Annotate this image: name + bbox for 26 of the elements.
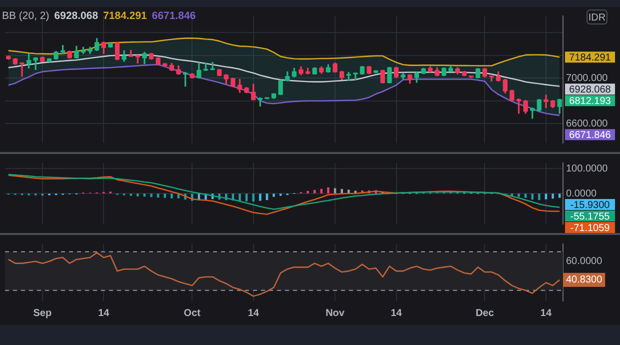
- x-tick-label: 14: [248, 308, 260, 319]
- text: -15.9300: [570, 200, 610, 211]
- y-tick-label: 6600.000: [566, 118, 608, 130]
- x-tick-label: Nov: [326, 308, 345, 319]
- y-tick-label: 40.8300: [566, 274, 603, 286]
- text: 7184.291: [569, 52, 612, 64]
- y-tick-label: 60.0000: [566, 256, 603, 268]
- annotation: 6928.068: [54, 10, 98, 22]
- text: 6812.193: [569, 96, 612, 107]
- y-tick-label: 0.0000: [566, 188, 598, 200]
- text: 6671.846: [569, 130, 612, 141]
- annotation: 6671.846: [152, 10, 196, 22]
- y-tick-label: 100.0000: [566, 163, 608, 174]
- y-axis-title: IDR: [588, 12, 606, 24]
- x-tick-label: 14: [540, 308, 552, 319]
- text: 6928.068: [569, 84, 612, 96]
- x-tick-label: Oct: [184, 308, 202, 319]
- x-tick-label: Sep: [33, 308, 52, 319]
- x-tick-label: 14: [390, 308, 402, 319]
- y-tick-label: 7000.000: [566, 72, 608, 84]
- x-tick-label: Dec: [476, 308, 494, 319]
- x-tick-label: 14: [98, 308, 110, 319]
- annotation: 7184.291: [103, 10, 147, 22]
- text: -55.1755: [570, 211, 610, 222]
- chart-title: BB (20, 2): [2, 10, 50, 22]
- text: -71.1059: [570, 222, 610, 234]
